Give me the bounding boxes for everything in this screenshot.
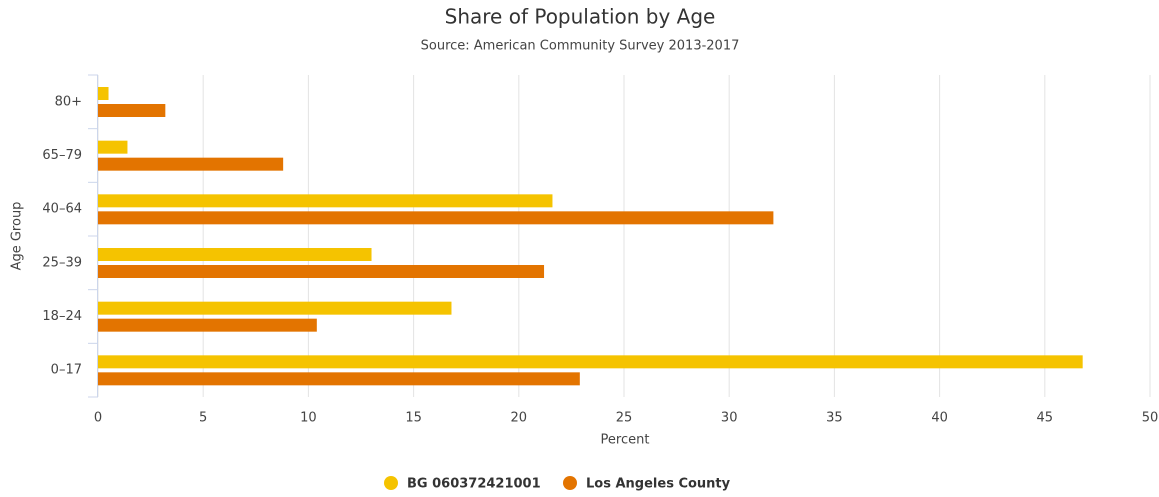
y-tick-label: 0–17 xyxy=(51,363,82,378)
y-tick-label: 65–79 xyxy=(42,148,82,163)
x-tick-label: 15 xyxy=(405,411,422,426)
bar xyxy=(98,248,372,261)
bar xyxy=(98,194,553,208)
x-tick-label: 0 xyxy=(94,411,102,426)
x-tick-label: 5 xyxy=(199,411,207,426)
bar xyxy=(98,301,452,315)
bar xyxy=(98,355,1083,369)
legend-marker xyxy=(563,476,577,490)
y-tick-label: 40–64 xyxy=(42,202,82,217)
x-tick-label: 35 xyxy=(826,411,843,426)
chart-title: Share of Population by Age xyxy=(445,5,716,29)
bar xyxy=(98,87,109,100)
y-tick-label: 18–24 xyxy=(42,309,82,324)
x-tick-label: 30 xyxy=(721,411,738,426)
x-tick-label: 45 xyxy=(1037,411,1054,426)
bar xyxy=(98,211,774,225)
bar xyxy=(98,318,317,332)
y-tick-label: 80+ xyxy=(55,94,82,109)
x-tick-label: 10 xyxy=(300,411,317,426)
x-tick-label: 25 xyxy=(616,411,633,426)
bar xyxy=(98,157,284,171)
x-tick-label: 20 xyxy=(511,411,528,426)
bar xyxy=(98,140,128,154)
x-tick-label: 40 xyxy=(931,411,948,426)
x-axis-title: Percent xyxy=(601,433,650,448)
y-tick-label: 25–39 xyxy=(42,255,82,270)
chart-subtitle: Source: American Community Survey 2013-2… xyxy=(421,39,740,54)
bar xyxy=(98,372,580,386)
x-tick-label: 50 xyxy=(1142,411,1159,426)
legend-marker xyxy=(384,476,398,490)
bar xyxy=(98,265,545,278)
legend-label: Los Angeles County xyxy=(586,477,731,492)
bar xyxy=(98,104,166,117)
legend-label: BG 060372421001 xyxy=(407,477,541,492)
y-axis-title: Age Group xyxy=(10,202,25,271)
